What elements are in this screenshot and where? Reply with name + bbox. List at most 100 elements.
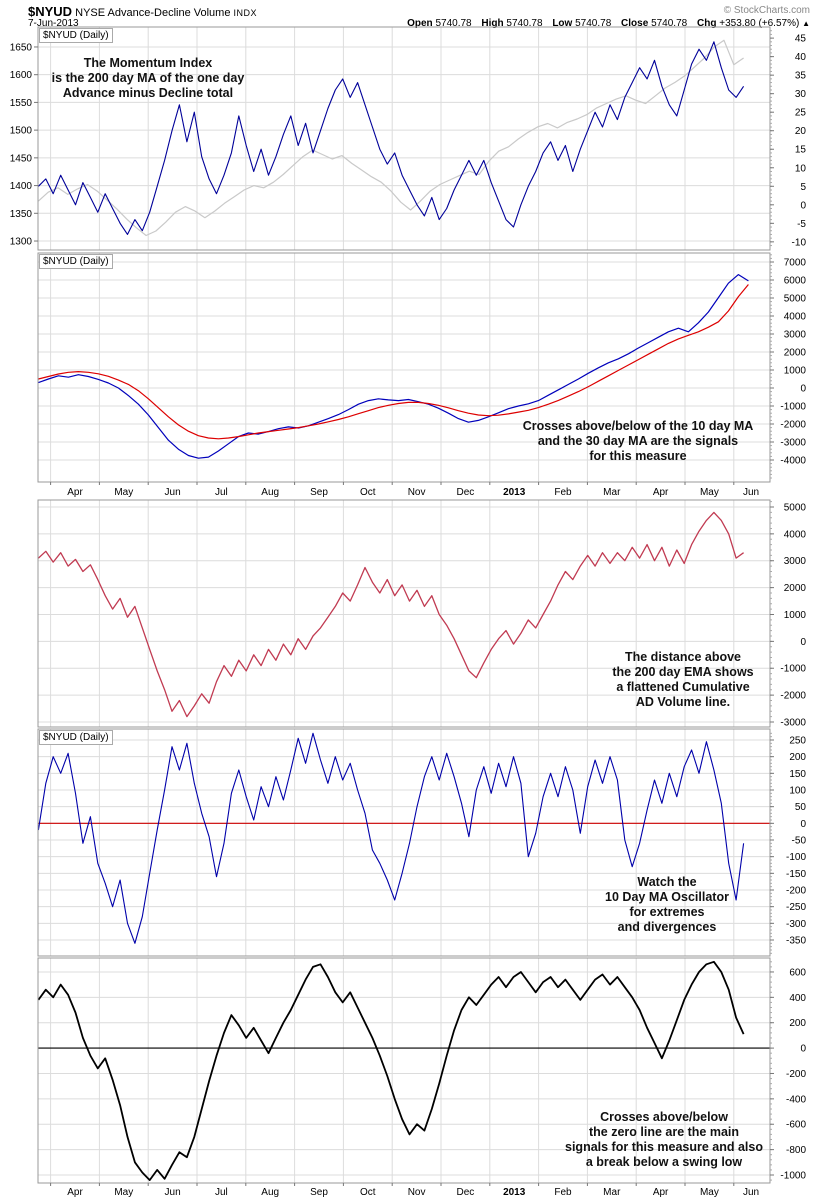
panel4-label: $NYUD (Daily): [39, 730, 113, 745]
high-label: High: [481, 18, 504, 29]
svg-text:10: 10: [795, 163, 807, 174]
svg-text:0: 0: [800, 637, 806, 648]
svg-text:4000: 4000: [784, 312, 807, 323]
annotation-ma-crosses: Crosses above/below of the 10 day MA and…: [522, 419, 754, 463]
svg-text:6000: 6000: [784, 276, 807, 287]
svg-text:Mar: Mar: [603, 487, 621, 498]
svg-text:3000: 3000: [784, 556, 807, 567]
svg-text:35: 35: [795, 71, 807, 82]
svg-text:Apr: Apr: [67, 1187, 83, 1198]
annotation-zero-line-crosses: Crosses above/below the zero line are th…: [565, 1110, 763, 1169]
svg-text:1650: 1650: [10, 42, 33, 53]
low-label: Low: [552, 18, 573, 29]
svg-text:-5: -5: [797, 219, 806, 230]
svg-text:15: 15: [795, 145, 807, 156]
svg-text:2000: 2000: [784, 583, 807, 594]
svg-text:Sep: Sep: [310, 1187, 328, 1198]
svg-text:Jun: Jun: [165, 1187, 181, 1198]
high-value: 5740.78: [506, 18, 543, 29]
svg-text:-600: -600: [786, 1120, 806, 1131]
svg-text:1400: 1400: [10, 181, 33, 192]
svg-text:Jun: Jun: [743, 1187, 759, 1198]
chart-date: 7-Jun-2013: [28, 18, 79, 29]
svg-text:Jul: Jul: [215, 1187, 228, 1198]
svg-text:2013: 2013: [503, 487, 526, 498]
open-value: 5740.78: [435, 18, 472, 29]
svg-text:1550: 1550: [10, 98, 33, 109]
svg-text:40: 40: [795, 52, 807, 63]
svg-text:Jul: Jul: [215, 487, 228, 498]
svg-text:May: May: [114, 487, 133, 498]
svg-text:Feb: Feb: [554, 487, 572, 498]
up-arrow-icon: ▲: [802, 19, 810, 28]
svg-text:-1000: -1000: [780, 1171, 806, 1182]
symbol: $NYUD: [28, 4, 73, 19]
svg-text:0: 0: [800, 384, 806, 395]
panel2-label: $NYUD (Daily): [39, 254, 113, 269]
index-name: NYSE Advance-Decline Volume: [75, 7, 231, 19]
svg-text:100: 100: [789, 786, 806, 797]
copyright: © StockCharts.com: [723, 5, 810, 16]
svg-text:-1000: -1000: [780, 402, 806, 413]
svg-text:25: 25: [795, 108, 807, 119]
svg-text:1600: 1600: [10, 70, 33, 81]
svg-text:5: 5: [800, 182, 806, 193]
svg-text:Nov: Nov: [408, 1187, 426, 1198]
svg-text:1000: 1000: [784, 366, 807, 377]
svg-text:200: 200: [789, 1018, 806, 1029]
svg-text:1000: 1000: [784, 610, 807, 621]
svg-text:0: 0: [800, 819, 806, 830]
svg-text:-150: -150: [786, 869, 806, 880]
svg-text:Apr: Apr: [653, 1187, 669, 1198]
svg-text:-3000: -3000: [780, 438, 806, 449]
svg-text:Oct: Oct: [360, 1187, 376, 1198]
svg-text:Oct: Oct: [360, 487, 376, 498]
svg-text:1500: 1500: [10, 126, 33, 137]
open-label: Open: [407, 18, 433, 29]
svg-text:30: 30: [795, 89, 807, 100]
close-value: 5740.78: [651, 18, 688, 29]
chg-value: +353.80 (+6.57%): [719, 18, 800, 29]
svg-text:Apr: Apr: [67, 487, 83, 498]
svg-text:1350: 1350: [10, 209, 33, 220]
svg-text:May: May: [700, 1187, 719, 1198]
svg-text:-250: -250: [786, 902, 806, 913]
svg-text:0: 0: [800, 200, 806, 211]
svg-text:2013: 2013: [503, 1187, 526, 1198]
svg-text:-2000: -2000: [780, 691, 806, 702]
svg-text:4000: 4000: [784, 529, 807, 540]
ohlc-quote: Open 5740.78 High 5740.78 Low 5740.78 Cl…: [407, 18, 810, 29]
svg-text:May: May: [700, 487, 719, 498]
svg-text:-400: -400: [786, 1094, 806, 1105]
svg-text:-3000: -3000: [780, 718, 806, 729]
svg-text:Sep: Sep: [310, 487, 328, 498]
svg-text:Aug: Aug: [261, 1187, 279, 1198]
svg-text:5000: 5000: [784, 294, 807, 305]
svg-text:May: May: [114, 1187, 133, 1198]
low-value: 5740.78: [575, 18, 612, 29]
svg-text:-10: -10: [792, 237, 807, 248]
close-label: Close: [621, 18, 649, 29]
svg-text:50: 50: [795, 802, 807, 813]
svg-text:Aug: Aug: [261, 487, 279, 498]
svg-text:1300: 1300: [10, 237, 33, 248]
svg-text:Apr: Apr: [653, 487, 669, 498]
panel1-label: $NYUD (Daily): [39, 28, 113, 43]
svg-text:Jun: Jun: [165, 487, 181, 498]
svg-text:-100: -100: [786, 852, 806, 863]
svg-text:1450: 1450: [10, 153, 33, 164]
annotation-momentum-index: The Momentum Index is the 200 day MA of …: [51, 56, 245, 100]
svg-text:5000: 5000: [784, 502, 807, 513]
svg-text:-200: -200: [786, 886, 806, 897]
svg-text:-2000: -2000: [780, 420, 806, 431]
svg-text:Nov: Nov: [408, 487, 426, 498]
svg-text:Mar: Mar: [603, 1187, 621, 1198]
svg-text:Dec: Dec: [457, 1187, 475, 1198]
svg-text:Feb: Feb: [554, 1187, 572, 1198]
annotation-oscillator-watch: Watch the 10 Day MA Oscillator for extre…: [605, 875, 729, 934]
svg-text:0: 0: [800, 1044, 806, 1055]
svg-text:200: 200: [789, 752, 806, 763]
chg-label: Chg: [697, 18, 717, 29]
svg-text:Jun: Jun: [743, 487, 759, 498]
